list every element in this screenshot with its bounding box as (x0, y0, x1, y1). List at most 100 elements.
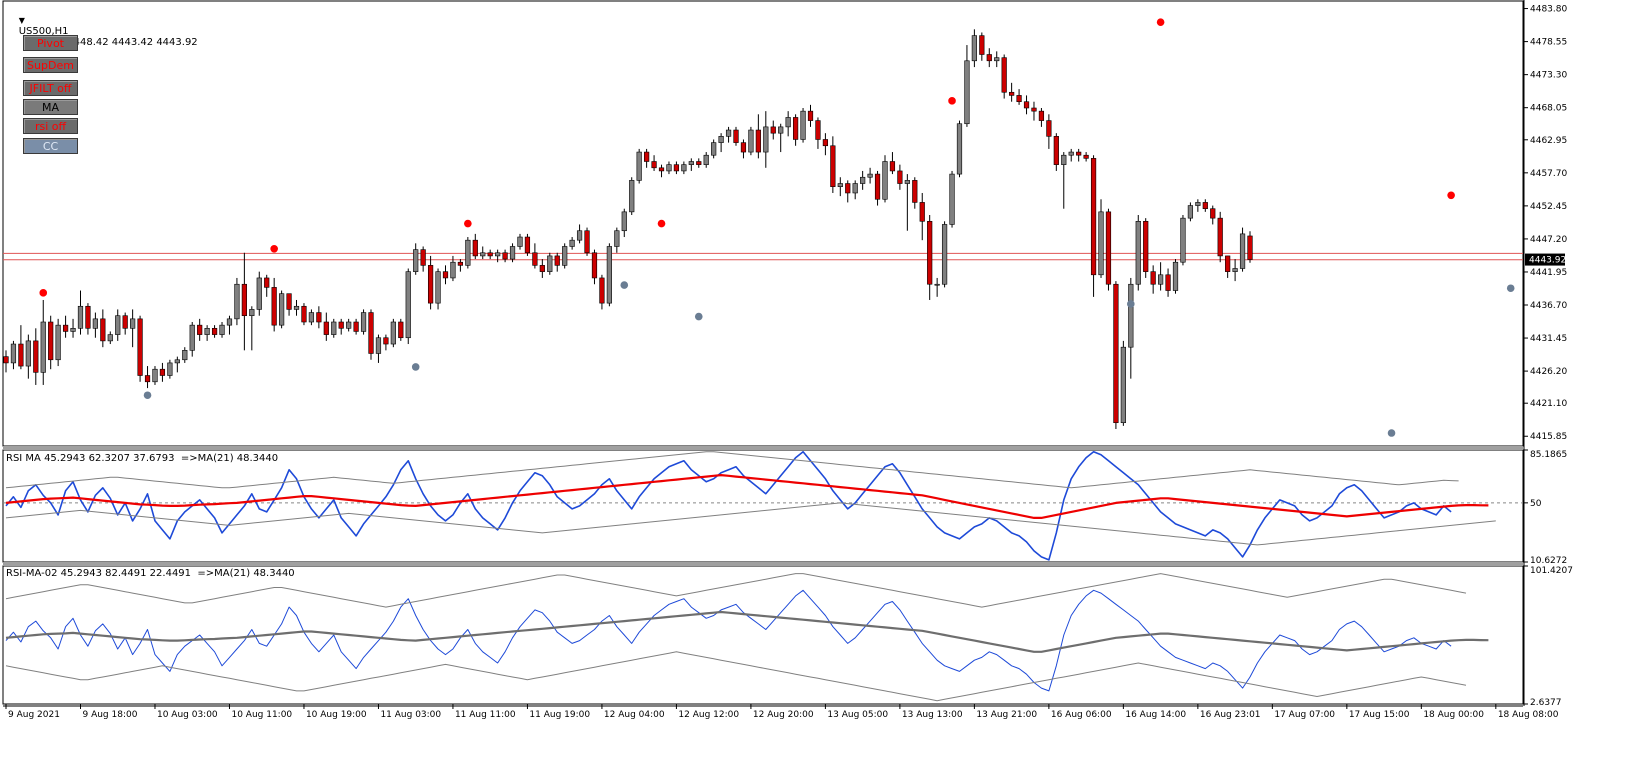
candle-body (979, 35, 985, 55)
price-tick-label: 4431.45 (1530, 334, 1567, 344)
candle-body (912, 180, 918, 203)
candle-body (182, 350, 188, 361)
candle-body (465, 239, 471, 266)
candle-body (927, 220, 933, 285)
price-tick-label: 4421.10 (1530, 399, 1567, 409)
candle-body (301, 305, 307, 323)
candle-body (256, 277, 262, 310)
rsi-series-ma21 (5, 474, 1489, 520)
pane-frame-0 (2, 0, 1524, 447)
candle-body (137, 318, 143, 376)
candle-body (18, 343, 24, 367)
candle-body (338, 321, 344, 329)
time-tick-label: 10 Aug 19:00 (306, 710, 367, 720)
pivot-low-marker (411, 363, 420, 371)
candle-body (368, 312, 374, 354)
time-tick-label: 16 Aug 23:01 (1200, 710, 1261, 720)
rsi-ma-02-pane-title: RSI-MA-02 45.2943 82.4491 22.4491 =>MA(2… (6, 568, 295, 579)
candle-body (770, 126, 776, 134)
rsi-button[interactable]: rsi off (23, 118, 78, 134)
cc-button[interactable]: CC (23, 138, 78, 154)
jfilt-button[interactable]: JFILT off (23, 80, 78, 96)
candle-body (3, 356, 9, 364)
candle-body (681, 164, 687, 172)
pivot-low-marker (1506, 284, 1515, 293)
time-tick-label: 17 Aug 07:00 (1274, 710, 1335, 720)
candle-body (852, 183, 858, 194)
candle-body (606, 246, 612, 304)
candle-body (949, 173, 955, 225)
supdem-button[interactable]: SupDem (23, 57, 78, 73)
candle-body (904, 180, 910, 184)
candle-body (420, 249, 426, 266)
candle-body (1001, 57, 1007, 93)
candle-body (733, 129, 739, 143)
time-tick-label: 17 Aug 15:00 (1349, 710, 1410, 720)
candle-body (435, 271, 441, 304)
collapse-triangle-icon[interactable]: ▼ (18, 16, 25, 25)
price-tick-label: 4452.45 (1530, 202, 1567, 212)
candle-body (197, 324, 203, 335)
candle-body (226, 318, 233, 326)
candle-body (1061, 154, 1067, 165)
candle-body (748, 129, 754, 153)
time-tick-label: 10 Aug 11:00 (231, 710, 292, 720)
candle-body (524, 236, 531, 254)
pivot-low-marker (1387, 429, 1396, 437)
candle-body (1023, 101, 1030, 109)
candle-body (688, 161, 694, 165)
candle-body (1046, 120, 1052, 137)
candle-body (249, 309, 255, 317)
pane-frame-2 (2, 565, 1524, 705)
pivot-button[interactable]: Pivot (23, 35, 78, 51)
time-tick-label: 11 Aug 19:00 (529, 710, 590, 720)
candle-body (442, 271, 449, 279)
candle-body (971, 35, 977, 62)
time-tick-label: 18 Aug 08:00 (1498, 710, 1559, 720)
candle-body (562, 246, 568, 266)
candle-body (517, 236, 523, 247)
candle-body (1143, 220, 1149, 272)
candle-body (55, 324, 61, 361)
candle-body (77, 305, 84, 329)
time-tick-label: 10 Aug 03:00 (157, 710, 218, 720)
candle-body (457, 261, 464, 266)
candle-body (271, 287, 277, 326)
candle-body (629, 180, 635, 213)
rsi2-series-upper-band (5, 573, 1467, 608)
pivot-high-marker (1156, 18, 1165, 26)
candle-body (353, 321, 359, 332)
candle-body (1053, 136, 1059, 165)
candle-body (867, 173, 873, 178)
time-tick-label: 16 Aug 14:00 (1125, 710, 1186, 720)
candle-body (1172, 261, 1179, 291)
candle-body (100, 318, 106, 342)
candle-body (599, 277, 605, 304)
candle-body (666, 164, 672, 172)
candle-body (62, 324, 69, 332)
candle-body (10, 343, 17, 364)
price-tick-label: 4478.55 (1530, 38, 1567, 48)
candle-body (1038, 110, 1045, 121)
candle-body (115, 315, 121, 335)
candle-body (1120, 346, 1126, 424)
candle-body (316, 312, 322, 323)
candle-body (673, 164, 680, 172)
price-tick-label: 4473.30 (1530, 71, 1567, 81)
candle-body (219, 324, 225, 335)
rsi-tick-label: 85.1865 (1530, 450, 1567, 460)
candle-body (1128, 283, 1134, 348)
candle-body (1195, 202, 1201, 206)
rsi2-tick-label: 101.4207 (1530, 566, 1573, 576)
candle-body (651, 161, 657, 169)
candle-body (1105, 211, 1112, 285)
rsi2-series-lower-band (5, 651, 1467, 702)
ma-button[interactable]: MA (23, 99, 78, 115)
candle-body (569, 239, 575, 247)
candle-body (956, 123, 963, 175)
candle-body (614, 230, 620, 247)
candle-body (718, 136, 724, 143)
candle-body (897, 170, 903, 184)
